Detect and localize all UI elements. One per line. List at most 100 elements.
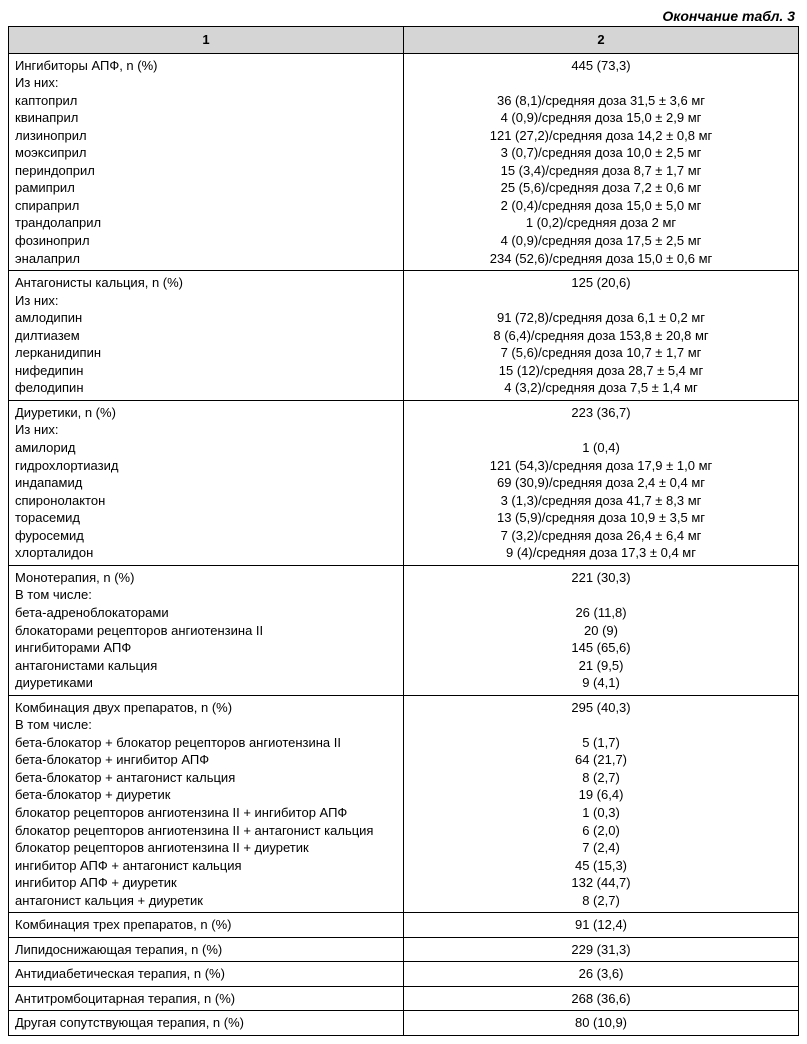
cell-right: 223 (36,7) 1 (0,4)121 (54,3)/средняя доз… [404,400,799,565]
text-line: ингибитор АПФ + диуретик [15,874,397,892]
text-line: 9 (4)/средняя доза 17,3 ± 0,4 мг [410,544,792,562]
cell-left: Липидоснижающая терапия, n (%) [9,937,404,962]
text-line: эналаприл [15,250,397,268]
text-line: 6 (2,0) [410,822,792,840]
header-col-2: 2 [404,27,799,54]
text-line: 80 (10,9) [410,1014,792,1032]
text-line: 4 (0,9)/средняя доза 17,5 ± 2,5 мг [410,232,792,250]
cell-left: Диуретики, n (%)Из них:амилоридгидрохлор… [9,400,404,565]
text-line: Антагонисты кальция, n (%) [15,274,397,292]
cell-left: Другая сопутствующая терапия, n (%) [9,1011,404,1036]
text-line: Комбинация трех препаратов, n (%) [15,916,397,934]
text-line: 9 (4,1) [410,674,792,692]
text-line: фуросемид [15,527,397,545]
text-line: 1 (0,2)/средняя доза 2 мг [410,214,792,232]
text-line: Антитромбоцитарная терапия, n (%) [15,990,397,1008]
text-line: 45 (15,3) [410,857,792,875]
cell-right: 221 (30,3) 26 (11,8)20 (9)145 (65,6)21 (… [404,565,799,695]
text-line: Антидиабетическая терапия, n (%) [15,965,397,983]
text-line: Другая сопутствующая терапия, n (%) [15,1014,397,1032]
table-row: Другая сопутствующая терапия, n (%) 80 (1… [9,1011,799,1036]
text-line: бета-адреноблокаторами [15,604,397,622]
text-line: ингибиторами АПФ [15,639,397,657]
cell-right: 229 (31,3) [404,937,799,962]
text-line: 234 (52,6)/средняя доза 15,0 ± 0,6 мг [410,250,792,268]
text-line: 64 (21,7) [410,751,792,769]
text-line: лерканидипин [15,344,397,362]
text-line: 125 (20,6) [410,274,792,292]
text-line: спираприл [15,197,397,215]
text-line: Из них: [15,421,397,439]
text-line: гидрохлортиазид [15,457,397,475]
text-line: блокатор рецепторов ангиотензина II + ан… [15,822,397,840]
text-line: лизиноприл [15,127,397,145]
text-line: моэксиприл [15,144,397,162]
text-line: блокатор рецепторов ангиотензина II + ин… [15,804,397,822]
text-line [410,292,792,310]
text-line: 132 (44,7) [410,874,792,892]
text-line: 91 (72,8)/средняя доза 6,1 ± 0,2 мг [410,309,792,327]
text-line: 8 (6,4)/средняя доза 153,8 ± 20,8 мг [410,327,792,345]
text-line: 229 (31,3) [410,941,792,959]
text-line: 15 (12)/средняя доза 28,7 ± 5,4 мг [410,362,792,380]
cell-left: Комбинация двух препаратов, n (%)В том ч… [9,695,404,913]
cell-right: 26 (3,6) [404,962,799,987]
table-row: Липидоснижающая терапия, n (%) 229 (31,3) [9,937,799,962]
text-line: 7 (3,2)/средняя доза 26,4 ± 6,4 мг [410,527,792,545]
table-row: Антитромбоцитарная терапия, n (%) 268 (36… [9,986,799,1011]
table-row: Диуретики, n (%)Из них:амилоридгидрохлор… [9,400,799,565]
text-line: Диуретики, n (%) [15,404,397,422]
header-row: 1 2 [9,27,799,54]
text-line: 445 (73,3) [410,57,792,75]
text-line: 145 (65,6) [410,639,792,657]
text-line: 268 (36,6) [410,990,792,1008]
table-row: Антагонисты кальция, n (%)Из них:амлодип… [9,271,799,401]
text-line [410,74,792,92]
text-line: 221 (30,3) [410,569,792,587]
text-line: периндоприл [15,162,397,180]
text-line: 91 (12,4) [410,916,792,934]
text-line: 8 (2,7) [410,892,792,910]
header-col-1: 1 [9,27,404,54]
cell-right: 445 (73,3) 36 (8,1)/средняя доза 31,5 ± … [404,53,799,271]
text-line: антагонистами кальция [15,657,397,675]
cell-left: Монотерапия, n (%)В том числе:бета-адрен… [9,565,404,695]
table-row: Комбинация двух препаратов, n (%)В том ч… [9,695,799,913]
cell-left: Антидиабетическая терапия, n (%) [9,962,404,987]
cell-right: 80 (10,9) [404,1011,799,1036]
cell-right: 268 (36,6) [404,986,799,1011]
text-line: 4 (3,2)/средняя доза 7,5 ± 1,4 мг [410,379,792,397]
text-line: 7 (2,4) [410,839,792,857]
text-line: индапамид [15,474,397,492]
text-line: Комбинация двух препаратов, n (%) [15,699,397,717]
text-line: торасемид [15,509,397,527]
text-line: амилорид [15,439,397,457]
text-line: фелодипин [15,379,397,397]
text-line: 25 (5,6)/средняя доза 7,2 ± 0,6 мг [410,179,792,197]
text-line: 36 (8,1)/средняя доза 31,5 ± 3,6 мг [410,92,792,110]
text-line: бета-блокатор + блокатор рецепторов анги… [15,734,397,752]
text-line: 20 (9) [410,622,792,640]
text-line: 1 (0,4) [410,439,792,457]
text-line: диуретиками [15,674,397,692]
text-line: 8 (2,7) [410,769,792,787]
cell-left: Антагонисты кальция, n (%)Из них:амлодип… [9,271,404,401]
table-row: Монотерапия, n (%)В том числе:бета-адрен… [9,565,799,695]
text-line: 15 (3,4)/средняя доза 8,7 ± 1,7 мг [410,162,792,180]
text-line: В том числе: [15,586,397,604]
text-line: 121 (27,2)/средняя доза 14,2 ± 0,8 мг [410,127,792,145]
table-row: Ингибиторы АПФ, n (%)Из них:каптоприлкви… [9,53,799,271]
data-table: 1 2 Ингибиторы АПФ, n (%)Из них:каптопри… [8,26,799,1036]
text-line: 7 (5,6)/средняя доза 10,7 ± 1,7 мг [410,344,792,362]
text-line: Липидоснижающая терапия, n (%) [15,941,397,959]
text-line: Из них: [15,74,397,92]
text-line: 13 (5,9)/средняя доза 10,9 ± 3,5 мг [410,509,792,527]
cell-right: 125 (20,6) 91 (72,8)/средняя доза 6,1 ± … [404,271,799,401]
text-line: Из них: [15,292,397,310]
text-line: 26 (3,6) [410,965,792,983]
text-line: рамиприл [15,179,397,197]
text-line: 223 (36,7) [410,404,792,422]
text-line: 295 (40,3) [410,699,792,717]
text-line: квинаприл [15,109,397,127]
text-line: каптоприл [15,92,397,110]
